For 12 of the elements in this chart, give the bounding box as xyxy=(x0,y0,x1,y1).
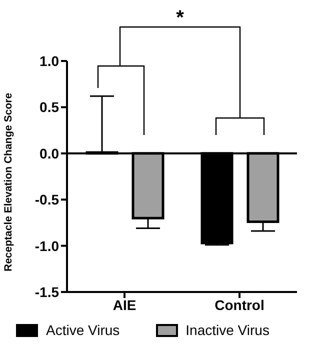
y-tick-label: -0.5 xyxy=(34,192,60,208)
y-tick-label: 0.5 xyxy=(40,99,60,116)
text: * xyxy=(176,7,184,29)
y-tick-label: 0.0 xyxy=(40,145,60,162)
x-tick-label: AIE xyxy=(112,296,136,313)
legend-label: Inactive Virus xyxy=(186,322,270,338)
y-tick-label: 1.0 xyxy=(40,52,60,69)
x-tick-label: Control xyxy=(214,296,264,313)
y-tick-label: -1.0 xyxy=(34,238,60,254)
y-axis-title: Receptacle Elevation Change Score xyxy=(2,92,15,272)
legend-label: Active Virus xyxy=(46,322,120,338)
y-tick-label: -1.5 xyxy=(34,284,60,300)
